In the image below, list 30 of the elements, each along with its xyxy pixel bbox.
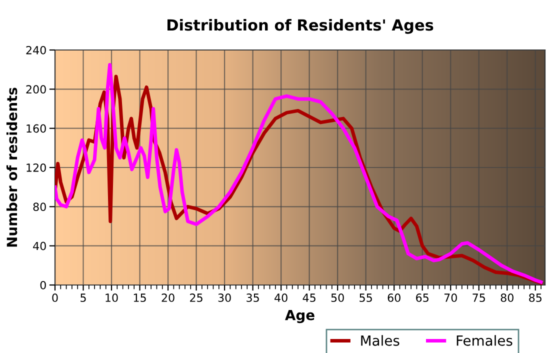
x-tick-label: 85 [529, 294, 542, 302]
y-tick-label: 160 [26, 124, 46, 133]
y-tick-label: 120 [26, 163, 46, 172]
x-tick-label: 15 [134, 294, 146, 302]
y-tick-label: 80 [33, 202, 46, 212]
y-tick-label: 240 [26, 46, 46, 54]
x-tick-label: 10 [106, 294, 118, 302]
x-tick-label: 40 [274, 294, 288, 302]
x-tick-label: 55 [360, 294, 372, 302]
x-axis-title: Age [285, 310, 314, 324]
y-tick-label: 200 [26, 85, 46, 94]
x-tick-label: 50 [331, 294, 344, 302]
x-tick-label: 60 [388, 294, 400, 302]
x-tick-label: 70 [444, 294, 457, 302]
x-tick-label: 25 [190, 294, 202, 302]
x-tick-label: 45 [302, 294, 316, 302]
x-tick-label: 65 [416, 294, 428, 302]
y-tick-label: 0 [40, 280, 46, 290]
x-tick-label: 5 [80, 294, 86, 302]
x-tick-label: 35 [246, 294, 259, 302]
x-tick-label: 20 [162, 294, 174, 302]
y-axis-title: Number of residents [6, 88, 18, 247]
chart-title: Distribution of Residents' Ages [167, 18, 434, 34]
legend-label: Males [361, 335, 400, 346]
legend-label: Females [456, 335, 512, 346]
x-tick-label: 30 [218, 294, 231, 302]
y-tick-label: 40 [33, 242, 46, 250]
x-tick-label: 80 [500, 294, 514, 302]
x-tick-label: 0 [52, 294, 58, 302]
x-tick-label: 75 [472, 294, 485, 302]
